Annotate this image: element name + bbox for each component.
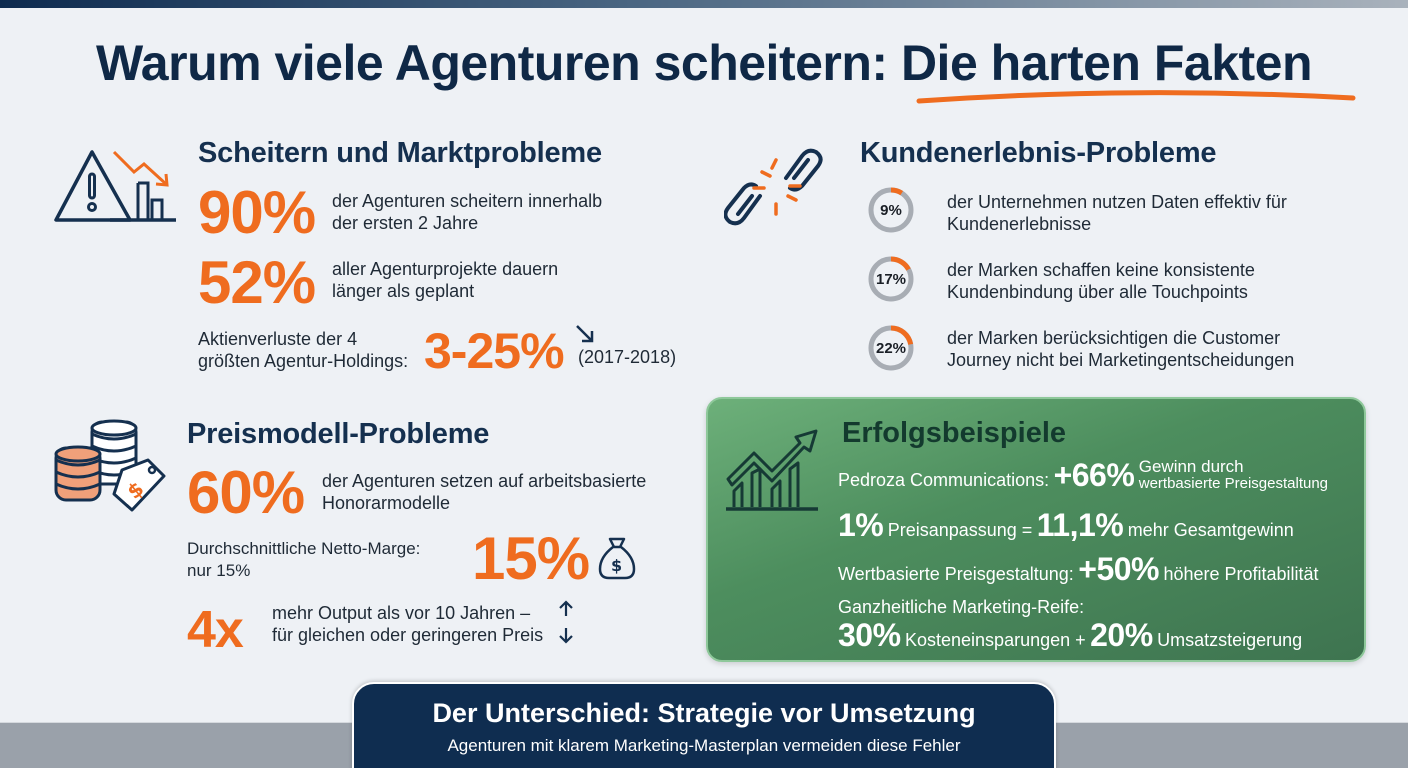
stat-value-15: 15%: [472, 525, 590, 592]
success-text: mehr Gesamtgewinn: [1127, 520, 1294, 540]
donut-chart-17: [868, 256, 914, 302]
success-text: höhere Profitabilität: [1163, 564, 1319, 584]
success-text: Pedroza Communications:: [838, 470, 1050, 490]
donut-value: 22%: [875, 340, 907, 357]
stat-text-line: Aktienverluste der 4: [198, 329, 358, 349]
success-line-price-adjust: 1% Preisanpassung = 11,1% mehr Gesamtgew…: [838, 507, 1294, 544]
top-gradient-bar: [0, 0, 1408, 8]
success-line-value-pricing: Wertbasierte Preisgestaltung: +50% höher…: [838, 551, 1319, 588]
customer-text: der Marken schaffen keine konsistente Ku…: [947, 259, 1255, 303]
stat-text-90: der Agenturen scheitern innerhalb der er…: [332, 190, 602, 234]
success-value: 1%: [838, 507, 884, 543]
success-text: Ganzheitliche Marketing-Reife:: [838, 597, 1085, 617]
stat-value-52: 52%: [198, 249, 316, 316]
stat-text-line: aller Agenturprojekte dauern: [332, 259, 559, 279]
customer-text: der Unternehmen nutzen Daten effektiv fü…: [947, 191, 1287, 235]
stat-value-stock-loss: 3-25%: [424, 323, 565, 379]
stat-value-60: 60%: [187, 459, 305, 526]
section-title-pricing: Preismodell-Probleme: [187, 418, 490, 450]
stat-text-line: der Marken schaffen keine konsistente: [947, 260, 1255, 280]
page-title: Warum viele Agenturen scheitern: Die har…: [95, 35, 1313, 91]
growth-chart-icon: [726, 429, 818, 511]
success-value: +66%: [1053, 457, 1135, 493]
success-text: Umsatzsteigerung: [1157, 630, 1303, 650]
success-line-maturity-label: Ganzheitliche Marketing-Reife:: [838, 597, 1084, 618]
stat-text-line: der Unternehmen nutzen Daten effektiv fü…: [947, 192, 1287, 212]
stat-value-4x: 4x: [187, 601, 244, 659]
success-text: wertbasierte Preisgestaltung: [1138, 475, 1329, 492]
stat-text-line: mehr Output als vor 10 Jahren –: [272, 603, 531, 623]
footer-banner: Der Unterschied: Strategie vor Umsetzung…: [352, 682, 1056, 768]
success-line-maturity: 30% Kosteneinsparungen + 20% Umsatzsteig…: [838, 617, 1302, 654]
stat-text-line: länger als geplant: [332, 281, 475, 301]
success-value: 30%: [838, 617, 901, 653]
donut-value: 9%: [880, 202, 902, 219]
money-bag-icon: $: [598, 537, 636, 580]
stat-text-4x: mehr Output als vor 10 Jahren – für glei…: [272, 602, 543, 646]
success-text: Preisanpassung =: [887, 520, 1033, 540]
coins-price-tag-icon: $: [54, 419, 166, 512]
success-value: +50%: [1078, 551, 1159, 587]
stat-value-90: 90%: [198, 179, 316, 246]
stat-text-line: der Marken berücksichtigen die Customer: [947, 328, 1281, 348]
stat-text-line: Journey nicht bei Marketingentscheidunge…: [947, 350, 1295, 370]
success-value: 20%: [1090, 617, 1153, 653]
donut-value: 17%: [875, 271, 907, 288]
stat-text-line: Kundenbindung über alle Touchpoints: [947, 282, 1248, 302]
stat-text-line: größten Agentur-Holdings:: [198, 351, 409, 371]
stat-text-52: aller Agenturprojekte dauern länger als …: [332, 258, 558, 302]
arrow-down-right-icon: [576, 325, 594, 343]
title-underline: [916, 90, 1356, 104]
stat-text-line: der Agenturen setzen auf arbeitsbasierte: [322, 471, 647, 491]
success-title: Erfolgsbeispiele: [842, 417, 1067, 449]
stat-text-line: der Agenturen scheitern innerhalb: [332, 191, 603, 211]
success-examples-card: Erfolgsbeispiele Pedroza Communications:…: [706, 397, 1366, 662]
footer-title: Der Unterschied: Strategie vor Umsetzung: [432, 698, 976, 728]
success-line-pedroza: Pedroza Communications: +66% Gewinn durc…: [838, 457, 1328, 494]
stat-text-line: Honorarmodelle: [322, 493, 451, 513]
stock-loss-period: (2017-2018): [578, 347, 677, 367]
net-margin-label: Durchschnittliche Netto-Marge: nur 15%: [187, 538, 420, 582]
donut-chart-9: [868, 187, 914, 233]
footer-subtitle: Agenturen mit klarem Marketing-Masterpla…: [447, 736, 961, 755]
up-down-arrows-icon: [559, 600, 573, 644]
stat-text-line: Kundenerlebnisse: [947, 214, 1092, 234]
success-suffix: Gewinn durch wertbasierte Preisgestaltun…: [1139, 458, 1328, 492]
stat-text-line: für gleichen oder geringeren Preis: [272, 625, 544, 645]
success-value: 11,1%: [1036, 507, 1124, 543]
stock-loss-label: Aktienverluste der 4 größten Agentur-Hol…: [198, 328, 408, 372]
success-text: Wertbasierte Preisgestaltung:: [838, 564, 1074, 584]
stat-text-line: der ersten 2 Jahre: [332, 213, 479, 233]
section-title-market: Scheitern und Marktprobleme: [198, 137, 602, 169]
success-text: Kosteneinsparungen +: [905, 630, 1086, 650]
stat-text-line: nur 15%: [187, 561, 251, 580]
customer-text: der Marken berücksichtigen die Customer …: [947, 327, 1294, 371]
donut-chart-22: [868, 325, 914, 371]
section-title-customer: Kundenerlebnis-Probleme: [860, 137, 1217, 169]
svg-text:$: $: [611, 556, 622, 575]
success-text: Gewinn durch: [1138, 457, 1244, 476]
stat-text-60: der Agenturen setzen auf arbeitsbasierte…: [322, 470, 646, 514]
warning-chart-down-icon: [54, 150, 176, 222]
stat-text-line: Durchschnittliche Netto-Marge:: [187, 539, 421, 558]
broken-link-icon: [724, 148, 823, 226]
